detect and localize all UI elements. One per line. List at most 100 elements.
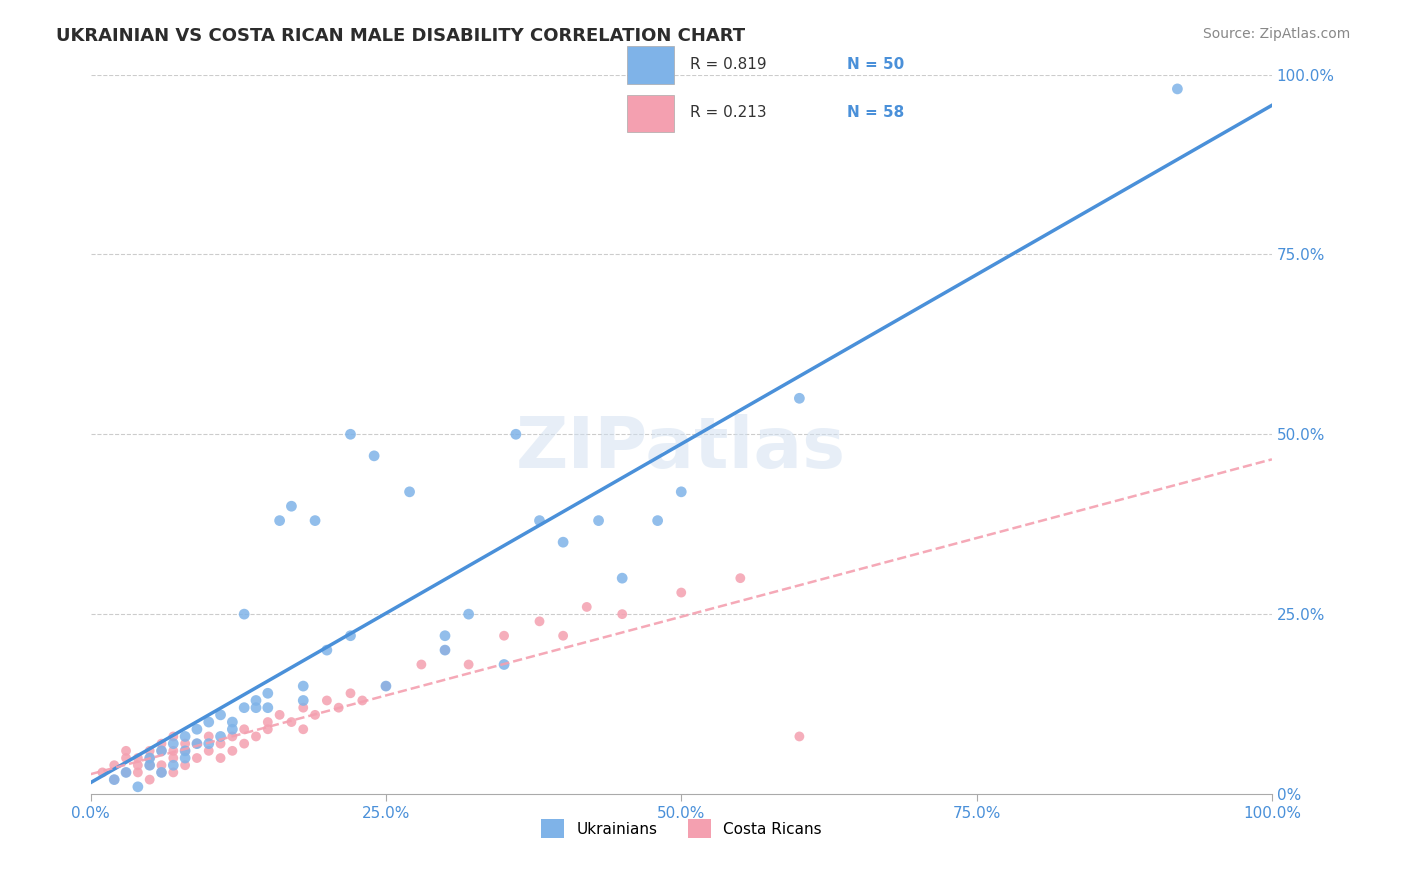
Point — [339, 629, 361, 643]
Point — [186, 737, 208, 751]
Point — [138, 744, 160, 758]
Point — [115, 765, 138, 780]
Point — [174, 744, 197, 758]
Point — [553, 629, 575, 643]
Point — [304, 514, 326, 528]
Text: N = 58: N = 58 — [846, 105, 904, 120]
Point — [138, 772, 160, 787]
Point — [174, 730, 197, 744]
Point — [363, 449, 385, 463]
Point — [233, 723, 256, 737]
Text: N = 50: N = 50 — [846, 57, 904, 72]
Point — [434, 629, 457, 643]
Point — [269, 707, 291, 722]
Point — [315, 643, 337, 657]
Point — [789, 730, 811, 744]
Point — [434, 643, 457, 657]
Point — [292, 679, 315, 693]
Legend: Ukrainians, Costa Ricans: Ukrainians, Costa Ricans — [534, 814, 828, 844]
Point — [127, 751, 149, 765]
Point — [138, 751, 160, 765]
Point — [174, 758, 197, 772]
Point — [588, 514, 610, 528]
Point — [529, 615, 551, 629]
Point — [457, 607, 479, 621]
Text: Source: ZipAtlas.com: Source: ZipAtlas.com — [1202, 27, 1350, 41]
Point — [174, 737, 197, 751]
Point — [339, 686, 361, 700]
Point — [612, 607, 634, 621]
Point — [280, 500, 302, 514]
Point — [221, 744, 243, 758]
Point — [505, 427, 527, 442]
Point — [186, 737, 208, 751]
Point — [292, 700, 315, 714]
Point — [352, 693, 374, 707]
Text: R = 0.213: R = 0.213 — [689, 105, 766, 120]
Point — [339, 427, 361, 442]
Point — [374, 679, 396, 693]
Point — [315, 693, 337, 707]
Point — [612, 571, 634, 585]
Point — [174, 744, 197, 758]
Point — [245, 700, 267, 714]
Point — [553, 535, 575, 549]
Point — [256, 723, 278, 737]
Point — [457, 657, 479, 672]
Point — [162, 744, 184, 758]
Point — [103, 772, 125, 787]
Point — [162, 737, 184, 751]
Point — [292, 693, 315, 707]
Point — [115, 765, 138, 780]
Point — [127, 758, 149, 772]
Point — [91, 765, 114, 780]
Point — [162, 758, 184, 772]
Point — [328, 700, 350, 714]
Point — [186, 751, 208, 765]
Text: ZIPatlas: ZIPatlas — [516, 414, 846, 483]
Point — [150, 765, 173, 780]
Text: R = 0.819: R = 0.819 — [689, 57, 766, 72]
Point — [647, 514, 669, 528]
FancyBboxPatch shape — [627, 46, 673, 84]
Point — [411, 657, 433, 672]
Point — [529, 514, 551, 528]
Point — [162, 751, 184, 765]
Point — [245, 730, 267, 744]
Point — [221, 730, 243, 744]
Point — [256, 686, 278, 700]
Point — [186, 723, 208, 737]
Point — [138, 758, 160, 772]
Point — [233, 737, 256, 751]
Point — [150, 737, 173, 751]
Point — [671, 484, 693, 499]
Point — [197, 714, 219, 729]
Point — [280, 714, 302, 729]
Point — [197, 737, 219, 751]
Point — [269, 514, 291, 528]
Point — [789, 392, 811, 406]
Point — [197, 730, 219, 744]
Point — [127, 780, 149, 794]
Point — [150, 765, 173, 780]
Point — [115, 751, 138, 765]
Point — [150, 744, 173, 758]
Point — [197, 744, 219, 758]
Point — [221, 714, 243, 729]
Point — [494, 629, 516, 643]
Point — [221, 723, 243, 737]
Point — [494, 657, 516, 672]
FancyBboxPatch shape — [627, 95, 673, 132]
Text: UKRAINIAN VS COSTA RICAN MALE DISABILITY CORRELATION CHART: UKRAINIAN VS COSTA RICAN MALE DISABILITY… — [56, 27, 745, 45]
Point — [209, 707, 232, 722]
Point — [209, 751, 232, 765]
Point — [174, 751, 197, 765]
Point — [138, 751, 160, 765]
Point — [730, 571, 752, 585]
Point — [150, 758, 173, 772]
Point — [233, 607, 256, 621]
Point — [304, 707, 326, 722]
Point — [434, 643, 457, 657]
Point — [150, 744, 173, 758]
Point — [292, 723, 315, 737]
